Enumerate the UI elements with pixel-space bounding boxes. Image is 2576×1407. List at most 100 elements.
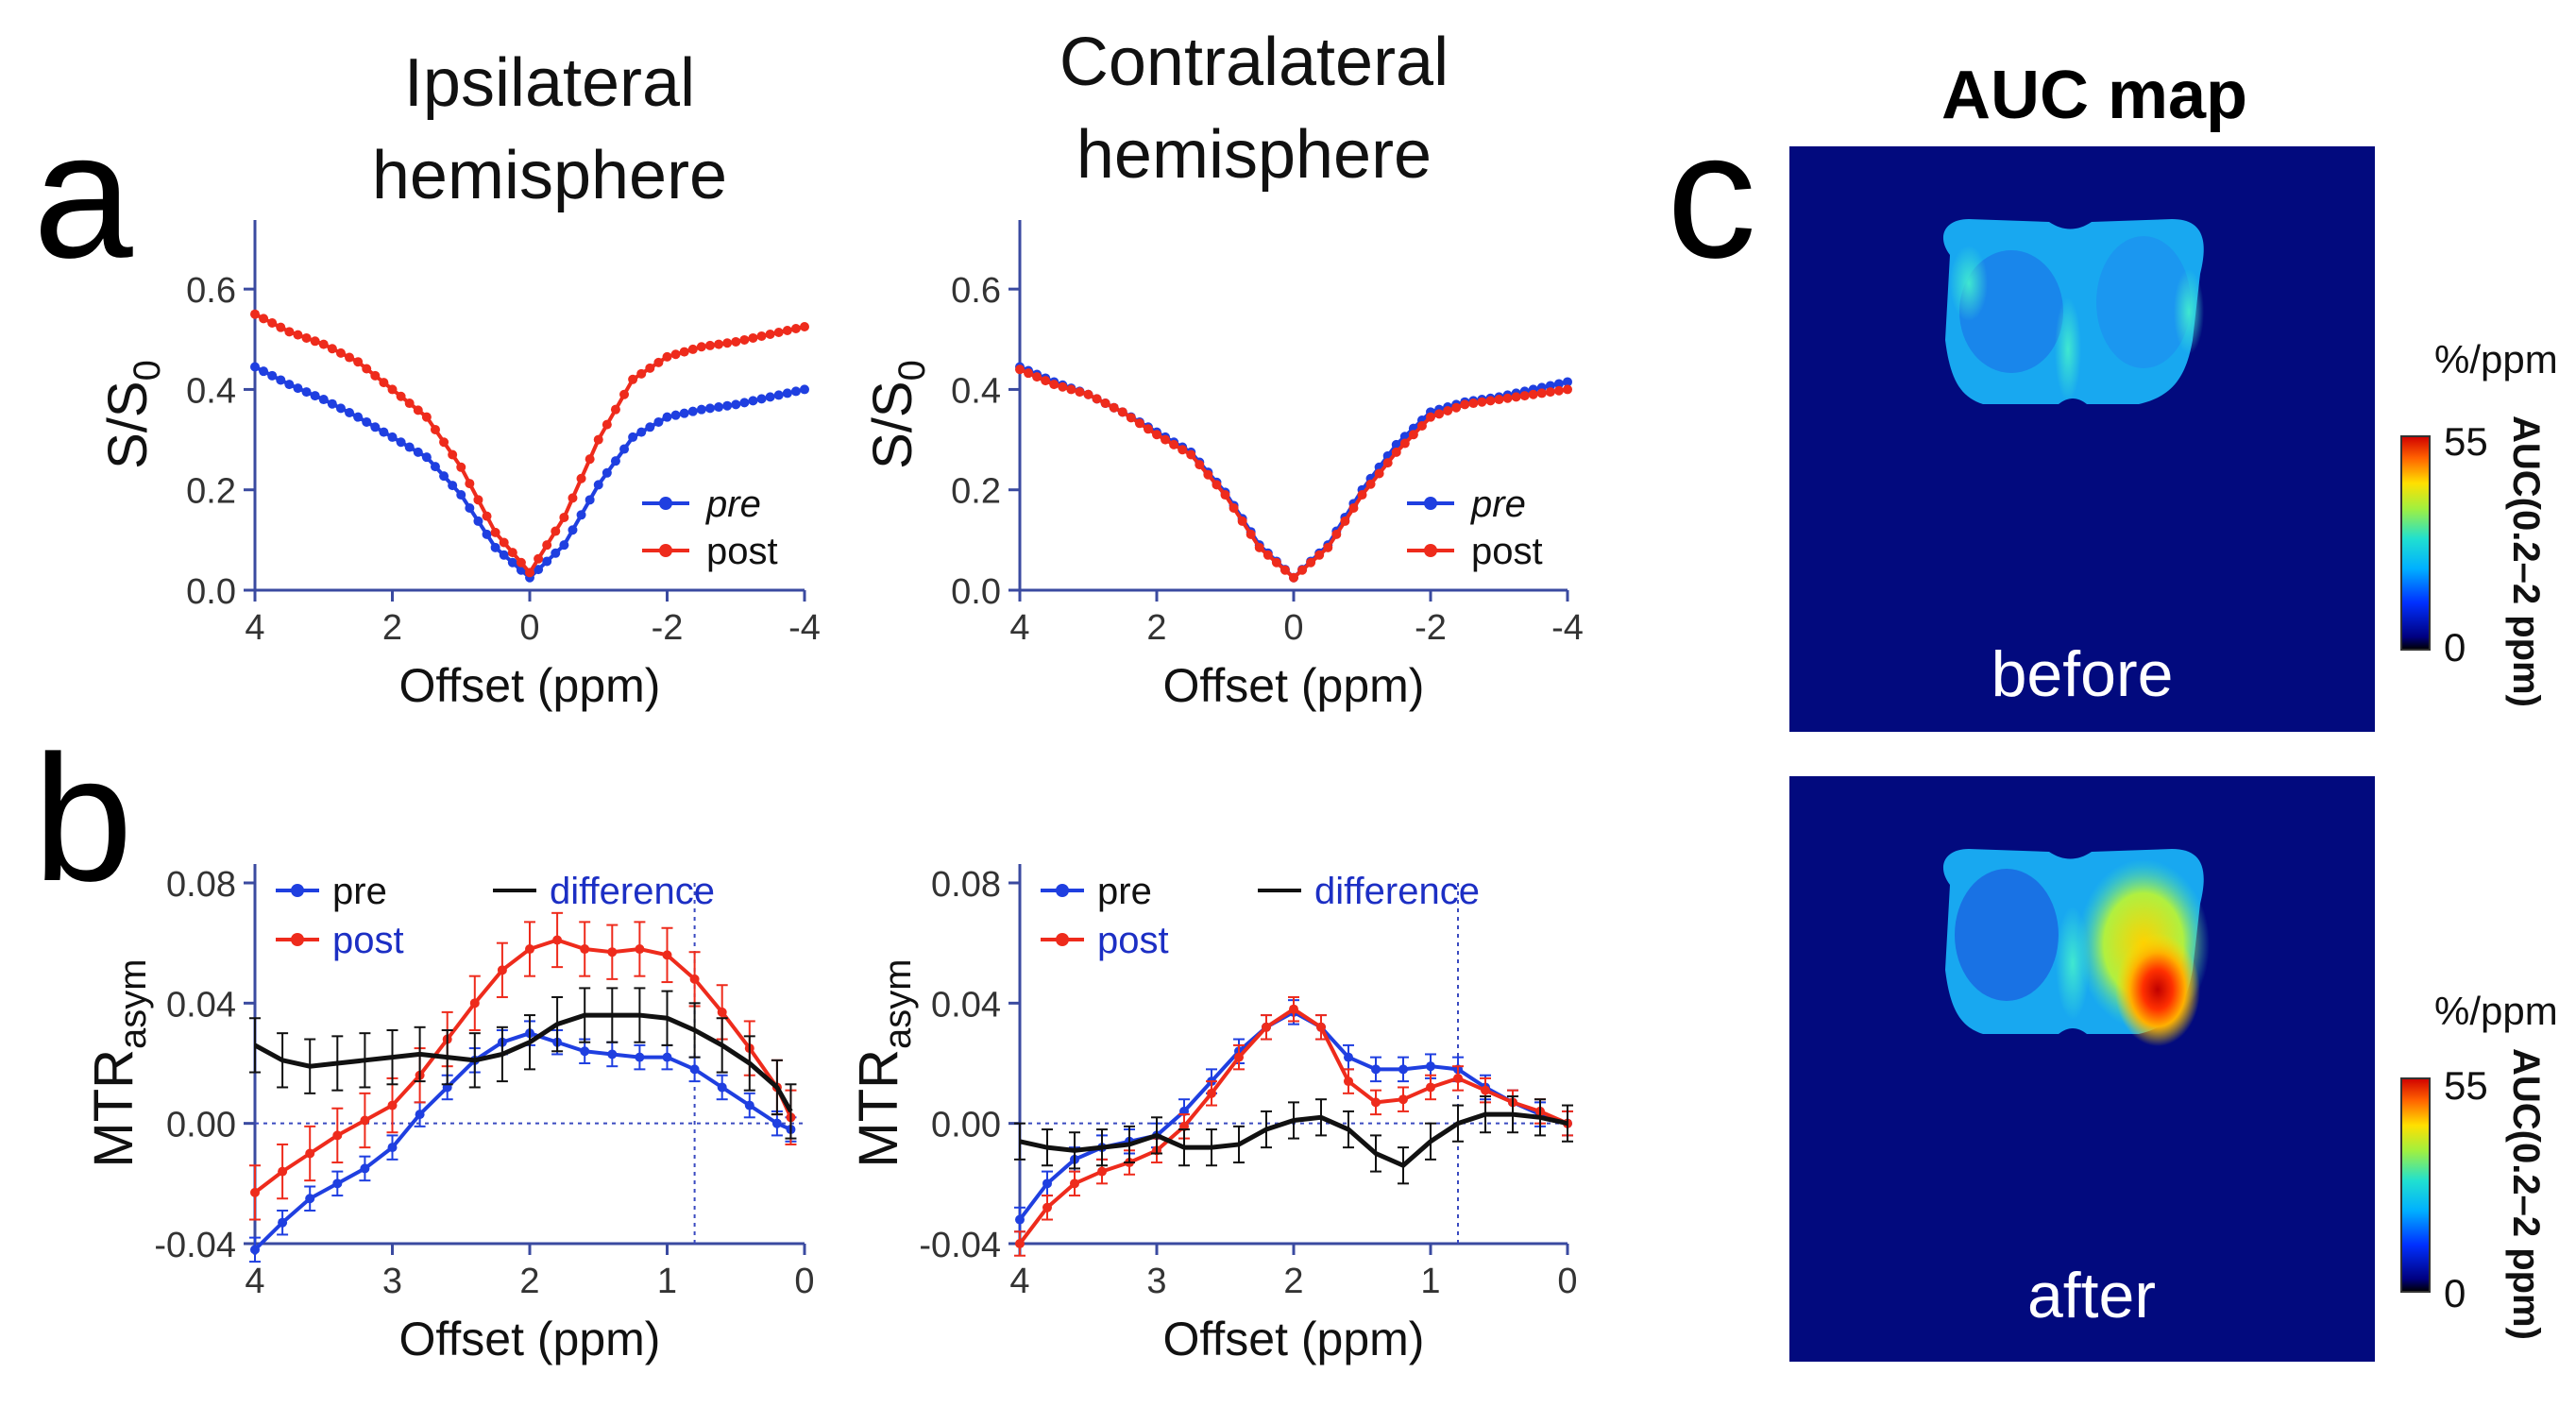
- data-point: [1015, 1214, 1025, 1225]
- legend-marker-post: [291, 933, 304, 946]
- data-point: [1254, 542, 1264, 552]
- legend-label-post: post: [1471, 531, 1543, 572]
- data-point: [335, 348, 346, 358]
- data-point: [490, 527, 500, 537]
- data-point: [507, 557, 517, 568]
- y-tick-label: 0.00: [166, 1106, 236, 1145]
- data-point: [465, 479, 475, 489]
- title-ipsilateral-line1: Ipsilateral: [404, 45, 695, 121]
- data-point: [1426, 1082, 1435, 1093]
- data-point: [670, 410, 681, 420]
- data-point: [1434, 409, 1445, 419]
- data-point: [607, 947, 618, 958]
- legend-label-post: post: [1097, 920, 1169, 961]
- data-point: [1371, 1097, 1381, 1108]
- data-point: [301, 387, 312, 398]
- data-point: [670, 349, 681, 360]
- data-point: [1563, 384, 1572, 395]
- legend-marker-pre: [1056, 884, 1069, 897]
- data-point: [1134, 418, 1144, 429]
- data-point: [1049, 380, 1059, 390]
- chart-a-ipsilateral: 0.0 0.2 0.4 0.6 4 2 0 -2 -4 Offset (ppm) S/S0 pre po…: [97, 220, 821, 712]
- data-point: [1083, 389, 1093, 399]
- series-difference: [1014, 1095, 1573, 1185]
- data-point: [1468, 398, 1479, 409]
- data-point: [636, 427, 647, 437]
- data-point: [293, 383, 303, 394]
- data-point: [1331, 529, 1342, 539]
- data-point: [1169, 439, 1179, 449]
- data-point: [800, 322, 809, 331]
- data-point: [689, 974, 700, 984]
- legend-marker-pre: [1424, 497, 1437, 510]
- x-tick-label: -2: [1415, 608, 1447, 648]
- data-point: [1058, 381, 1068, 392]
- x-tick-label: 2: [382, 608, 402, 648]
- data-point: [542, 556, 552, 567]
- data-point: [628, 374, 638, 384]
- data-point: [704, 403, 715, 414]
- data-point: [1066, 384, 1076, 395]
- data-point: [327, 344, 337, 354]
- data-point: [1316, 1022, 1326, 1032]
- data-point: [722, 338, 733, 348]
- data-point: [284, 327, 295, 337]
- x-tick-label: 4: [1009, 1262, 1029, 1301]
- legend-marker-pre: [291, 884, 304, 897]
- title-ipsilateral-line2: hemisphere: [372, 138, 727, 213]
- data-point: [362, 416, 372, 427]
- x-tick-label: 4: [1009, 608, 1029, 648]
- data-point: [580, 1046, 590, 1057]
- data-point: [585, 495, 595, 505]
- y-tick-label: 0.04: [931, 985, 1001, 1025]
- data-point: [748, 332, 758, 343]
- data-point: [490, 542, 500, 552]
- map-before-colorbar: [2400, 435, 2431, 651]
- data-point: [645, 422, 655, 432]
- data-point: [1502, 393, 1513, 403]
- data-point: [1460, 399, 1470, 410]
- data-point: [696, 342, 706, 352]
- data-point: [542, 540, 552, 551]
- data-point: [559, 512, 569, 522]
- data-point: [593, 434, 603, 445]
- series-post: [1015, 364, 1572, 583]
- data-point: [1357, 490, 1367, 500]
- data-point: [456, 490, 466, 500]
- data-point: [1391, 439, 1401, 449]
- data-point: [497, 965, 507, 975]
- data-point: [619, 444, 630, 454]
- data-point: [1306, 557, 1316, 568]
- map-after-caption: after: [2027, 1260, 2156, 1331]
- legend-label-post: post: [332, 920, 404, 961]
- legend-label-post: post: [706, 531, 778, 572]
- x-tick-label: 2: [519, 1262, 539, 1301]
- y-axis-label: MTRasym: [848, 958, 919, 1167]
- data-point: [1070, 1178, 1079, 1189]
- x-axis-label: Offset (ppm): [399, 659, 661, 712]
- chart-a-contralateral: 0.0 0.2 0.4 0.6 4 2 0 -2 -4 Offset (ppm) S/S0 pre po…: [862, 220, 1584, 712]
- data-point: [1041, 376, 1051, 386]
- data-point: [276, 322, 286, 332]
- data-point: [482, 511, 492, 521]
- data-point: [1152, 430, 1161, 440]
- map-before-colorbar-max: 55: [2444, 419, 2488, 464]
- data-point: [1545, 387, 1555, 398]
- data-point: [499, 537, 509, 548]
- panel-label-a: a: [33, 95, 133, 296]
- x-axis-label: Offset (ppm): [1163, 1313, 1425, 1365]
- data-point: [1511, 392, 1521, 402]
- brain-after-lesion: [2115, 933, 2200, 1046]
- data-point: [1178, 445, 1188, 455]
- series-line: [253, 938, 793, 1195]
- data-point: [1399, 438, 1410, 449]
- data-point: [469, 998, 480, 1009]
- data-point: [1032, 372, 1042, 382]
- data-point: [748, 396, 758, 406]
- data-point: [1443, 406, 1453, 416]
- y-tick-label: 0.2: [186, 472, 236, 512]
- data-point: [790, 386, 801, 397]
- legend-label-pre: pre: [705, 483, 761, 525]
- data-point: [790, 323, 801, 333]
- data-point: [1117, 407, 1127, 417]
